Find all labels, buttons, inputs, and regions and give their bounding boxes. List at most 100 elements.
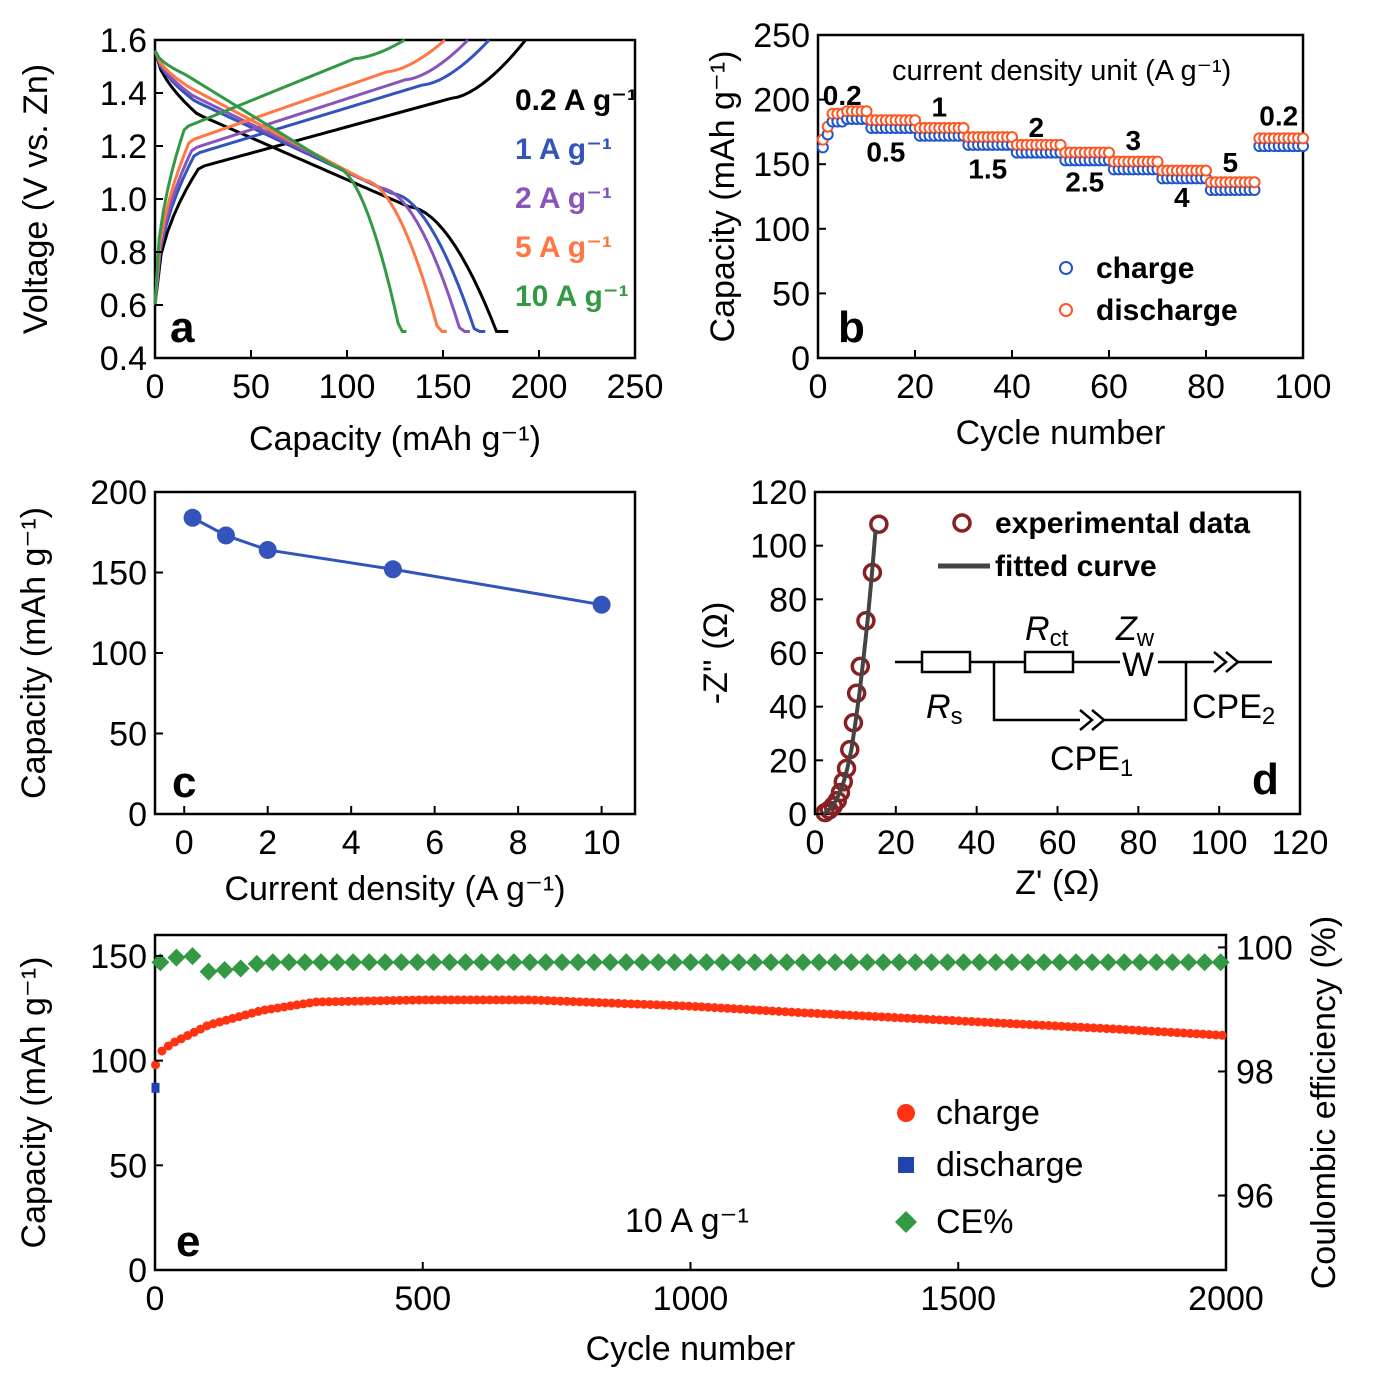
rate-point — [383, 560, 402, 579]
charge-point — [935, 1015, 945, 1025]
x-tick-label: 60 — [1039, 824, 1077, 862]
charge-point — [324, 997, 334, 1007]
x-tick-label: 80 — [1119, 824, 1157, 862]
ce-point — [183, 947, 202, 966]
panel-a-curves: 0.2 A g⁻¹ 1 A g⁻¹ 2 A g⁻¹ 5 A g⁻¹ 10 A g⁻¹ — [153, 38, 637, 333]
y-tick-label: 0 — [128, 1252, 147, 1290]
ce-point — [1050, 953, 1069, 972]
charge-point — [1037, 1020, 1047, 1030]
panel-c-plot — [183, 508, 611, 614]
charge-point — [1095, 1023, 1105, 1033]
charge-point — [780, 1007, 790, 1017]
y-tick-label: 250 — [753, 17, 810, 55]
y2-tick-label: 98 — [1236, 1053, 1274, 1091]
charge-point — [1089, 1023, 1099, 1033]
ce-point — [279, 953, 298, 972]
charge-point — [369, 996, 379, 1006]
ce-point — [649, 953, 668, 972]
legend-label-e: charge — [936, 1094, 1040, 1132]
ce-point — [713, 953, 732, 972]
ce-point — [472, 953, 491, 972]
panel-b-label: b — [838, 303, 865, 352]
discharge-curve-3 — [153, 50, 447, 333]
charge-point — [395, 995, 405, 1005]
circuit-label-rs: Rs — [926, 688, 963, 730]
charge-point — [1134, 1025, 1144, 1035]
charge-point — [478, 995, 488, 1005]
charge-point — [1153, 1027, 1163, 1037]
charge-point — [851, 1011, 861, 1021]
x-tick-label: 40 — [958, 824, 996, 862]
discharge-point — [1297, 132, 1309, 145]
panel-e-annotation: 10 A g⁻¹ — [625, 1202, 749, 1240]
discharge-point — [151, 1082, 160, 1093]
ce-point — [312, 953, 331, 972]
charge-point — [588, 997, 598, 1007]
legend-label-a: 5 A g⁻¹ — [515, 231, 612, 264]
charge-point — [356, 996, 366, 1006]
rate-line — [191, 516, 602, 607]
charge-point — [671, 1001, 681, 1011]
charge-point — [1082, 1023, 1092, 1033]
discharge-point — [860, 105, 873, 118]
panel-a: 0.2 A g⁻¹ 1 A g⁻¹ 2 A g⁻¹ 5 A g⁻¹ 10 A g⁻¹ 0… — [17, 22, 663, 458]
y-axis-label: -Z'' (Ω) — [697, 602, 735, 705]
charge-point — [420, 995, 430, 1005]
charge-point — [1166, 1027, 1176, 1037]
charge-point — [793, 1007, 803, 1017]
discharge-curve-4 — [153, 49, 407, 333]
panel-c-label: c — [172, 758, 196, 807]
charge-point — [999, 1018, 1009, 1028]
y-tick-label: 50 — [109, 1147, 147, 1185]
legend-label-e: CE% — [936, 1203, 1013, 1241]
charge-point — [1211, 1030, 1221, 1040]
charge-point — [979, 1017, 989, 1027]
x-tick-label: 10 — [583, 824, 621, 862]
panel-b-frame — [816, 33, 1305, 360]
y-tick-label: 50 — [772, 275, 810, 313]
x-tick-label: 6 — [425, 824, 444, 862]
rate-label: 4 — [1174, 182, 1190, 213]
ce-point — [1179, 953, 1198, 972]
ce-point — [1131, 953, 1150, 972]
charge-point — [787, 1007, 797, 1017]
discharge-point — [1151, 155, 1164, 168]
charge-point — [1192, 1029, 1202, 1039]
legend-marker-e — [895, 1211, 917, 1233]
panel-e-label: e — [176, 1217, 200, 1266]
panel-a-label: a — [170, 303, 195, 352]
charge-point — [311, 997, 321, 1007]
ce-point — [1147, 953, 1166, 972]
y-tick-label: 120 — [750, 474, 807, 512]
charge-point — [1172, 1028, 1182, 1038]
charge-point — [755, 1005, 765, 1015]
charge-point — [1204, 1030, 1214, 1040]
x-tick-label: 250 — [607, 368, 664, 406]
ce-point — [986, 953, 1005, 972]
charge-point — [710, 1003, 720, 1013]
charge-point — [986, 1018, 996, 1028]
legend-marker-b — [1059, 261, 1073, 275]
charge-point — [1063, 1022, 1073, 1032]
x-tick-label: 20 — [877, 824, 915, 862]
ce-point — [1195, 953, 1214, 972]
y-tick-label: 0.8 — [100, 234, 147, 272]
charge-point — [408, 995, 418, 1005]
charge-point — [960, 1016, 970, 1026]
ce-point — [488, 953, 507, 972]
charge-point — [857, 1011, 867, 1021]
charge-point — [446, 995, 456, 1005]
x-tick-label: 2000 — [1188, 1280, 1264, 1318]
charge-point — [581, 997, 591, 1007]
experimental-point — [846, 683, 867, 703]
charge-point — [626, 999, 636, 1009]
y-tick-label: 100 — [750, 528, 807, 566]
charge-point — [568, 997, 578, 1007]
charge-point — [414, 995, 424, 1005]
charge-point — [163, 1041, 173, 1051]
y-tick-label: 40 — [769, 689, 807, 727]
charge-point — [845, 1010, 855, 1020]
x-axis-label: Cycle number — [956, 414, 1166, 452]
charge-point — [1147, 1026, 1157, 1036]
charge-point — [337, 996, 347, 1006]
